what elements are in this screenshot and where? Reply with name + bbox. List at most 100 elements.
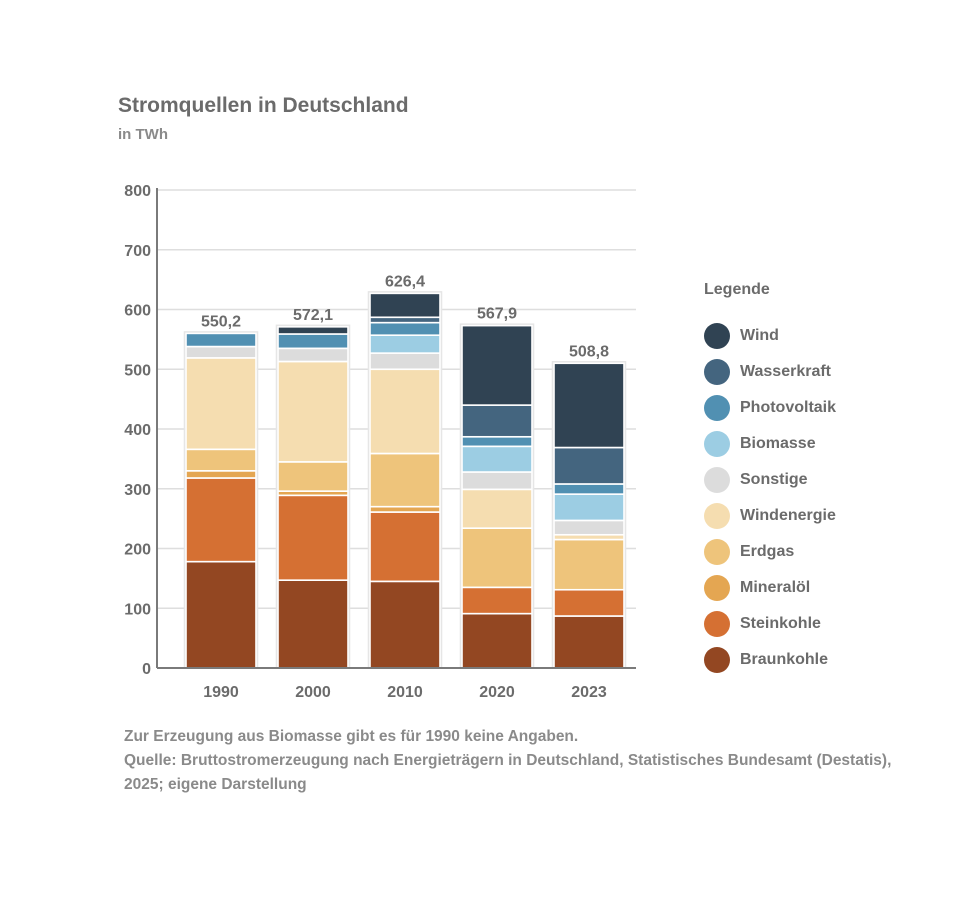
bar-segment-erdgas	[369, 452, 441, 508]
y-tick-label: 200	[124, 542, 151, 559]
bar-segment-biomasse	[553, 493, 625, 522]
legend-title: Legende	[704, 281, 770, 298]
total-label: 626,4	[385, 273, 425, 290]
bar-segment-erdgas	[553, 538, 625, 591]
legend-swatch	[704, 467, 730, 493]
bar-stack-2020	[459, 323, 535, 669]
x-tick-label: 2000	[295, 684, 331, 701]
bar-segment-sonstige	[553, 519, 625, 536]
bar-segment-photovoltaik	[277, 333, 349, 350]
bar-segment-erdgas	[461, 527, 533, 589]
total-label: 508,8	[569, 343, 609, 360]
legend-label: Photovoltaik	[740, 399, 837, 416]
legend-label: Erdgas	[740, 543, 795, 560]
bar-segment-sonstige	[185, 345, 257, 359]
footnote-source: Quelle: Bruttostromerzeugung nach Energi…	[124, 752, 892, 793]
y-tick-label: 100	[124, 601, 151, 618]
legend-item: Mineralöl	[704, 570, 836, 606]
bar-segment-windenergie	[277, 360, 349, 463]
legend-swatch	[704, 395, 730, 421]
bar-segment-sonstige	[461, 471, 533, 491]
bar-segment-wasserkraft	[461, 404, 533, 438]
legend-label: Wind	[740, 327, 779, 344]
total-label: 572,1	[293, 307, 333, 324]
legend-label: Mineralöl	[740, 579, 811, 596]
y-tick-label: 300	[124, 482, 151, 499]
legend-item: Photovoltaik	[704, 390, 836, 426]
bar-segment-photovoltaik	[461, 435, 533, 448]
bar-segment-steinkohle	[277, 494, 349, 581]
legend-label: Biomasse	[740, 435, 816, 452]
legend-item: Steinkohle	[704, 606, 836, 642]
bar-segment-braunkohle	[185, 560, 257, 669]
bar-segment-photovoltaik	[553, 483, 625, 495]
bar-segment-biomasse	[461, 445, 533, 473]
bar-segment-photovoltaik	[185, 332, 257, 348]
legend-label: Wasserkraft	[740, 363, 832, 380]
bar-segment-braunkohle	[553, 615, 625, 669]
bar-segment-wind	[461, 324, 533, 406]
legend-item: Wind	[704, 318, 836, 354]
legend-swatch	[704, 359, 730, 385]
x-tick-label: 2010	[387, 684, 423, 701]
legend-item: Biomasse	[704, 426, 836, 462]
bar-segment-erdgas	[185, 448, 257, 472]
bar-segment-steinkohle	[461, 586, 533, 615]
total-label: 550,2	[201, 313, 241, 330]
bar-stack-2000	[275, 324, 351, 669]
footnote-note: Zur Erzeugung aus Biomasse gibt es für 1…	[124, 728, 579, 745]
bar-segment-braunkohle	[461, 612, 533, 669]
bar-segment-windenergie	[185, 357, 257, 451]
x-tick-label: 1990	[203, 684, 239, 701]
legend-item: Windenergie	[704, 498, 836, 534]
bar-segment-steinkohle	[553, 588, 625, 617]
bar-stacks	[183, 291, 627, 669]
axes	[156, 188, 636, 669]
legend-swatch	[704, 323, 730, 349]
legend-item: Sonstige	[704, 462, 836, 498]
bar-segment-wind	[369, 292, 441, 319]
legend: Wind Wasserkraft Photovoltaik Biomasse Sonst…	[704, 318, 836, 678]
bar-segment-wasserkraft	[369, 316, 441, 324]
bar-segment-wind	[553, 362, 625, 449]
legend-swatch	[704, 647, 730, 673]
bar-segment-windenergie	[369, 368, 441, 455]
bar-segment-sonstige	[277, 347, 349, 363]
legend-swatch	[704, 575, 730, 601]
legend-swatch	[704, 539, 730, 565]
bar-segment-erdgas	[277, 461, 349, 492]
chart-subtitle: in TWh	[118, 126, 168, 143]
legend-swatch	[704, 503, 730, 529]
bar-segment-photovoltaik	[369, 321, 441, 336]
bar-stack-2023	[551, 361, 627, 669]
y-tick-label: 400	[124, 422, 151, 439]
legend-swatch	[704, 431, 730, 457]
bar-segment-wind	[277, 326, 349, 335]
x-tick-label: 2023	[571, 684, 607, 701]
bar-segment-steinkohle	[369, 511, 441, 583]
y-tick-label: 800	[124, 183, 151, 200]
bar-segment-braunkohle	[369, 580, 441, 669]
bar-segment-biomasse	[369, 334, 441, 354]
y-tick-label: 500	[124, 362, 151, 379]
y-tick-label: 600	[124, 303, 151, 320]
y-tick-label: 700	[124, 243, 151, 260]
total-label: 567,9	[477, 306, 517, 323]
bar-stack-2010	[367, 291, 443, 669]
legend-label: Braunkohle	[740, 651, 829, 668]
legend-label: Steinkohle	[740, 615, 821, 632]
legend-item: Erdgas	[704, 534, 836, 570]
bar-segment-wasserkraft	[553, 446, 625, 485]
x-tick-label: 2020	[479, 684, 515, 701]
legend-label: Windenergie	[740, 507, 836, 524]
y-tick-label: 0	[142, 661, 151, 678]
bar-segment-windenergie	[461, 488, 533, 529]
legend-item: Wasserkraft	[704, 354, 836, 390]
legend-swatch	[704, 611, 730, 637]
legend-item: Braunkohle	[704, 642, 836, 678]
bar-segment-steinkohle	[185, 477, 257, 563]
bar-segment-sonstige	[369, 352, 441, 371]
footnote: Zur Erzeugung aus Biomasse gibt es für 1…	[124, 725, 904, 797]
labels: 0 100 200 300 400 500 600 700 800 550,2 1990 572,1 2…	[124, 183, 609, 701]
